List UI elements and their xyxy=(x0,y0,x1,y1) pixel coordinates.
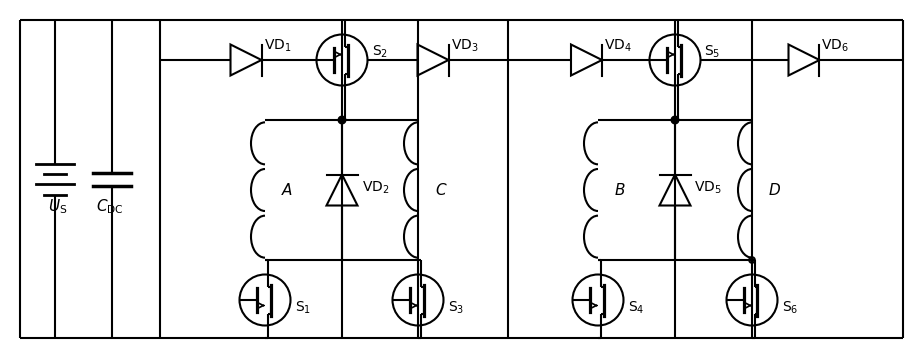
Text: S$_6$: S$_6$ xyxy=(782,300,798,316)
Text: D: D xyxy=(769,183,781,198)
Text: S$_1$: S$_1$ xyxy=(294,300,311,316)
Text: VD$_3$: VD$_3$ xyxy=(450,38,478,54)
Text: S$_2$: S$_2$ xyxy=(371,44,388,60)
Text: $U_{\mathrm{S}}$: $U_{\mathrm{S}}$ xyxy=(48,198,67,216)
Text: VD$_5$: VD$_5$ xyxy=(694,180,722,196)
Text: B: B xyxy=(615,183,626,198)
Circle shape xyxy=(338,116,346,124)
Text: S$_3$: S$_3$ xyxy=(448,300,464,316)
Text: A: A xyxy=(282,183,293,198)
Text: C: C xyxy=(435,183,446,198)
Text: VD$_2$: VD$_2$ xyxy=(362,180,389,196)
Text: VD$_1$: VD$_1$ xyxy=(263,38,291,54)
Text: VD$_6$: VD$_6$ xyxy=(821,38,849,54)
Text: S$_5$: S$_5$ xyxy=(704,44,721,60)
Circle shape xyxy=(671,116,678,124)
Text: $C_{\mathrm{DC}}$: $C_{\mathrm{DC}}$ xyxy=(96,198,124,216)
Text: S$_4$: S$_4$ xyxy=(628,300,644,316)
Text: VD$_4$: VD$_4$ xyxy=(604,38,632,54)
